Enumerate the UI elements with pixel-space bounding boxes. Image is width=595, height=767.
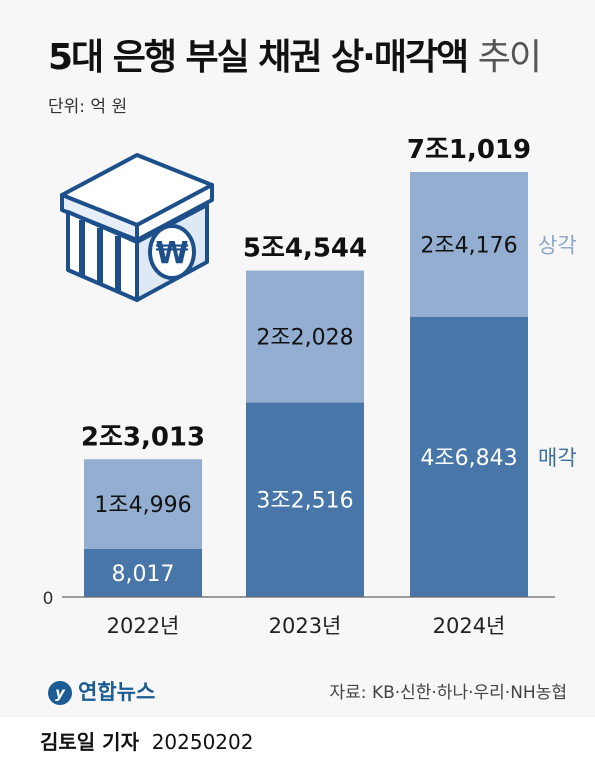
bar-writeoff-2 — [410, 172, 528, 317]
bar-label-writeoff-0: 1조4,996 — [94, 493, 191, 518]
bar-sale-1 — [246, 402, 364, 597]
bar-label-sale-1: 3조2,516 — [256, 489, 353, 514]
unit-label: 단위: 억 원 — [48, 97, 128, 117]
bar-label-writeoff-2: 2조4,176 — [420, 233, 517, 258]
x-tick-label-0: 2022년 — [107, 614, 180, 638]
bank-building-icon: ₩ — [60, 153, 214, 302]
y-zero-label: 0 — [43, 589, 54, 609]
bar-sale-2 — [410, 316, 528, 597]
bar-writeoff-1 — [246, 270, 364, 403]
chart-title: 5대 은행 부실 채권 상·매각액 추이 — [48, 37, 542, 78]
yonhap-logo: y 연합뉴스 — [48, 676, 155, 706]
bar-label-sale-0: 8,017 — [112, 562, 175, 587]
total-label-1: 5조4,544 — [243, 234, 367, 264]
legend-writeoff: 상각 — [538, 233, 577, 257]
x-tick-label-1: 2023년 — [269, 614, 342, 638]
bar-sale-0 — [84, 549, 202, 597]
reporter-credit: 김토일 기자 20250202 — [40, 730, 254, 754]
bar-label-writeoff-1: 2조2,028 — [256, 326, 353, 351]
bar-writeoff-0 — [84, 459, 202, 550]
svg-text:₩: ₩ — [155, 236, 188, 271]
x-tick-label-2: 2024년 — [433, 614, 506, 638]
legend-sale: 매각 — [538, 446, 577, 470]
bar-label-sale-2: 4조6,843 — [420, 446, 517, 471]
source-note: 자료: KB·신한·하나·우리·NH농협 — [329, 683, 567, 703]
credit-bar — [0, 717, 595, 767]
total-label-0: 2조3,013 — [81, 422, 205, 452]
total-label-2: 7조1,019 — [407, 135, 531, 165]
